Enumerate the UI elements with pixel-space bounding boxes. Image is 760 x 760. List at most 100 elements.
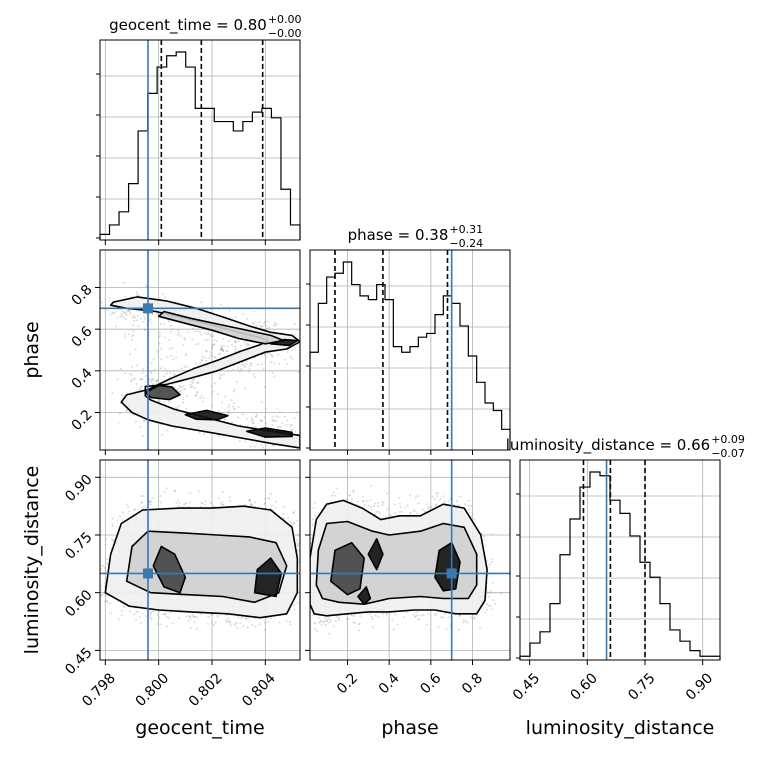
scatter-point [160,358,163,361]
scatter-point [296,544,299,547]
scatter-point [317,621,320,624]
scatter-point [179,335,182,338]
scatter-point [232,390,235,393]
scatter-point [271,371,274,374]
scatter-point [239,344,242,347]
scatter-point [156,613,159,616]
scatter-point [278,621,281,624]
scatter-point [434,504,437,507]
scatter-point [487,604,490,607]
scatter-point [302,558,304,560]
scatter-point [486,602,489,605]
scatter-point [330,494,333,497]
x-tick-label: 0.6 [417,670,444,697]
scatter-point [139,317,142,320]
scatter-point [183,338,186,341]
scatter-point [171,346,174,349]
scatter-point [134,508,137,511]
scatter-point [458,614,461,617]
scatter-point [209,353,212,356]
scatter-point [433,497,436,500]
scatter-point [132,334,135,337]
axes-frame [519,459,721,661]
scatter-point [221,491,224,494]
scatter-point [116,316,119,319]
scatter-point [385,613,388,616]
scatter-point [382,612,385,615]
scatter-point [437,625,440,628]
scatter-point [237,616,240,619]
axes-frame [99,39,301,241]
scatter-point [178,501,181,504]
scatter-point [248,498,251,501]
scatter-point [104,582,107,585]
scatter-point [145,284,148,287]
scatter-point [168,616,171,619]
scatter-point [312,518,315,521]
scatter-point [217,434,220,437]
scatter-point [224,395,227,398]
scatter-point [162,613,165,616]
scatter-point [150,378,153,381]
scatter-point [254,625,257,628]
scatter-point [249,499,252,502]
scatter-point [110,538,113,541]
scatter-point [156,350,159,353]
scatter-point [288,621,291,624]
scatter-point [486,590,489,593]
scatter-point [365,500,368,503]
scatter-point [196,381,199,384]
scatter-point [488,563,491,566]
scatter-point [362,499,365,502]
scatter-point [245,417,248,420]
scatter-point [348,617,351,620]
scatter-point [297,544,300,547]
scatter-point [213,355,216,358]
scatter-point [304,589,306,591]
scatter-point [242,361,245,364]
scatter-point [244,617,247,620]
scatter-point [178,617,181,620]
scatter-point [175,406,178,409]
scatter-point [167,320,170,323]
scatter-point [420,614,423,617]
scatter-point [278,362,281,365]
scatter-point [137,325,140,328]
scatter-point [436,495,439,498]
scatter-point [227,411,230,414]
scatter-point [246,626,249,629]
scatter-point [149,318,152,321]
scatter-point [296,519,299,522]
scatter-point [442,495,445,498]
contour-level [152,545,187,594]
scatter-point [185,395,188,398]
scatter-point [293,604,296,607]
scatter-point [218,377,221,380]
scatter-point [293,511,296,514]
scatter-point [349,613,352,616]
scatter-point [239,367,242,370]
scatter-point [132,329,135,332]
scatter-point [180,389,183,392]
scatter-point [124,336,127,339]
scatter-point [246,342,249,345]
scatter-point [140,378,143,381]
scatter-point [269,493,272,496]
scatter-point [273,362,276,365]
scatter-point [255,324,258,327]
scatter-point [500,592,503,595]
scatter-point [153,368,156,371]
histogram-title-luminosity_distance: luminosity_distance = 0.66 [506,436,710,455]
scatter-point [426,623,429,626]
scatter-point [236,626,239,629]
scatter-point [253,617,256,620]
scatter-point [325,619,328,622]
scatter-point [220,348,223,351]
scatter-point [206,338,209,341]
scatter-point [165,372,168,375]
scatter-point [311,523,314,526]
scatter-point [261,324,264,327]
scatter-point [132,509,135,512]
scatter-point [121,394,124,397]
